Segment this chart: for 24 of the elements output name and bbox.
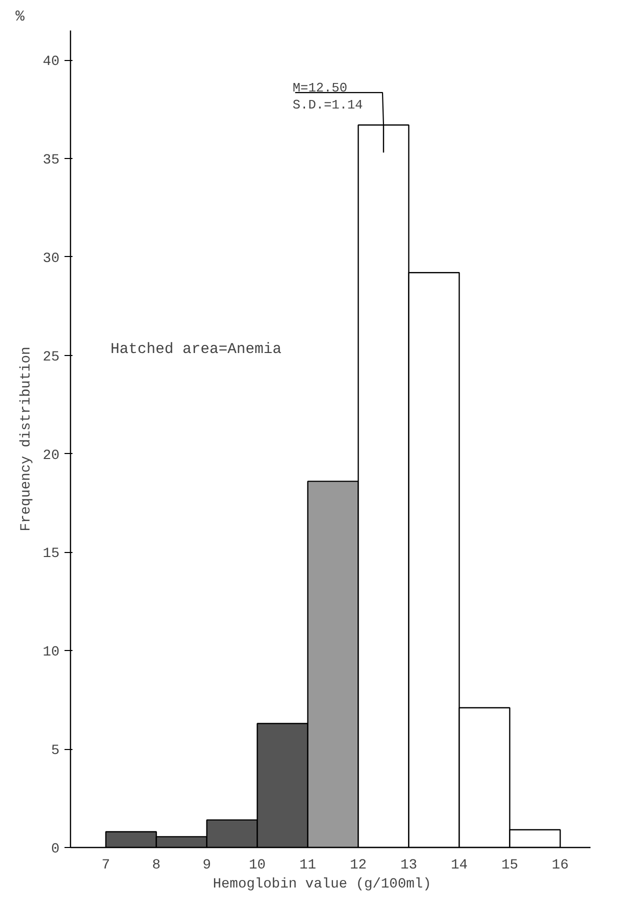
y-tick-label: 5 [51, 743, 60, 760]
y-tick-label: 20 [42, 448, 60, 464]
annotation: M=12.50 S.D.=1.14 [292, 80, 364, 112]
x-tick-label: 15 [501, 858, 518, 874]
y-tick-label: 35 [42, 152, 60, 168]
y-axis-title: Frequency distribution [18, 346, 35, 532]
x-tick-label: 10 [248, 858, 266, 874]
x-tick-label: 13 [400, 858, 418, 874]
x-tick-label: 11 [299, 858, 316, 874]
x-tick-label: 16 [552, 858, 569, 874]
y-tick-label: 10 [42, 644, 60, 661]
x-tick-label: 9 [202, 858, 212, 874]
x-tick-label: 8 [152, 858, 161, 874]
x-tick-label: 14 [450, 858, 468, 874]
x-tick-label: 12 [350, 858, 367, 874]
y-tick-label: 40 [42, 54, 60, 70]
y-tick-label: 25 [42, 349, 60, 366]
y-tick-label: 15 [42, 546, 60, 562]
x-tick-label: 7 [102, 858, 110, 874]
annotation: Hatched area=Anemia [110, 340, 282, 358]
x-axis-title: Hemoglobin value (g/100ml) [212, 876, 432, 892]
text: % [16, 8, 26, 26]
y-tick-label: 0 [51, 842, 60, 858]
y-tick-label: 30 [42, 250, 60, 267]
